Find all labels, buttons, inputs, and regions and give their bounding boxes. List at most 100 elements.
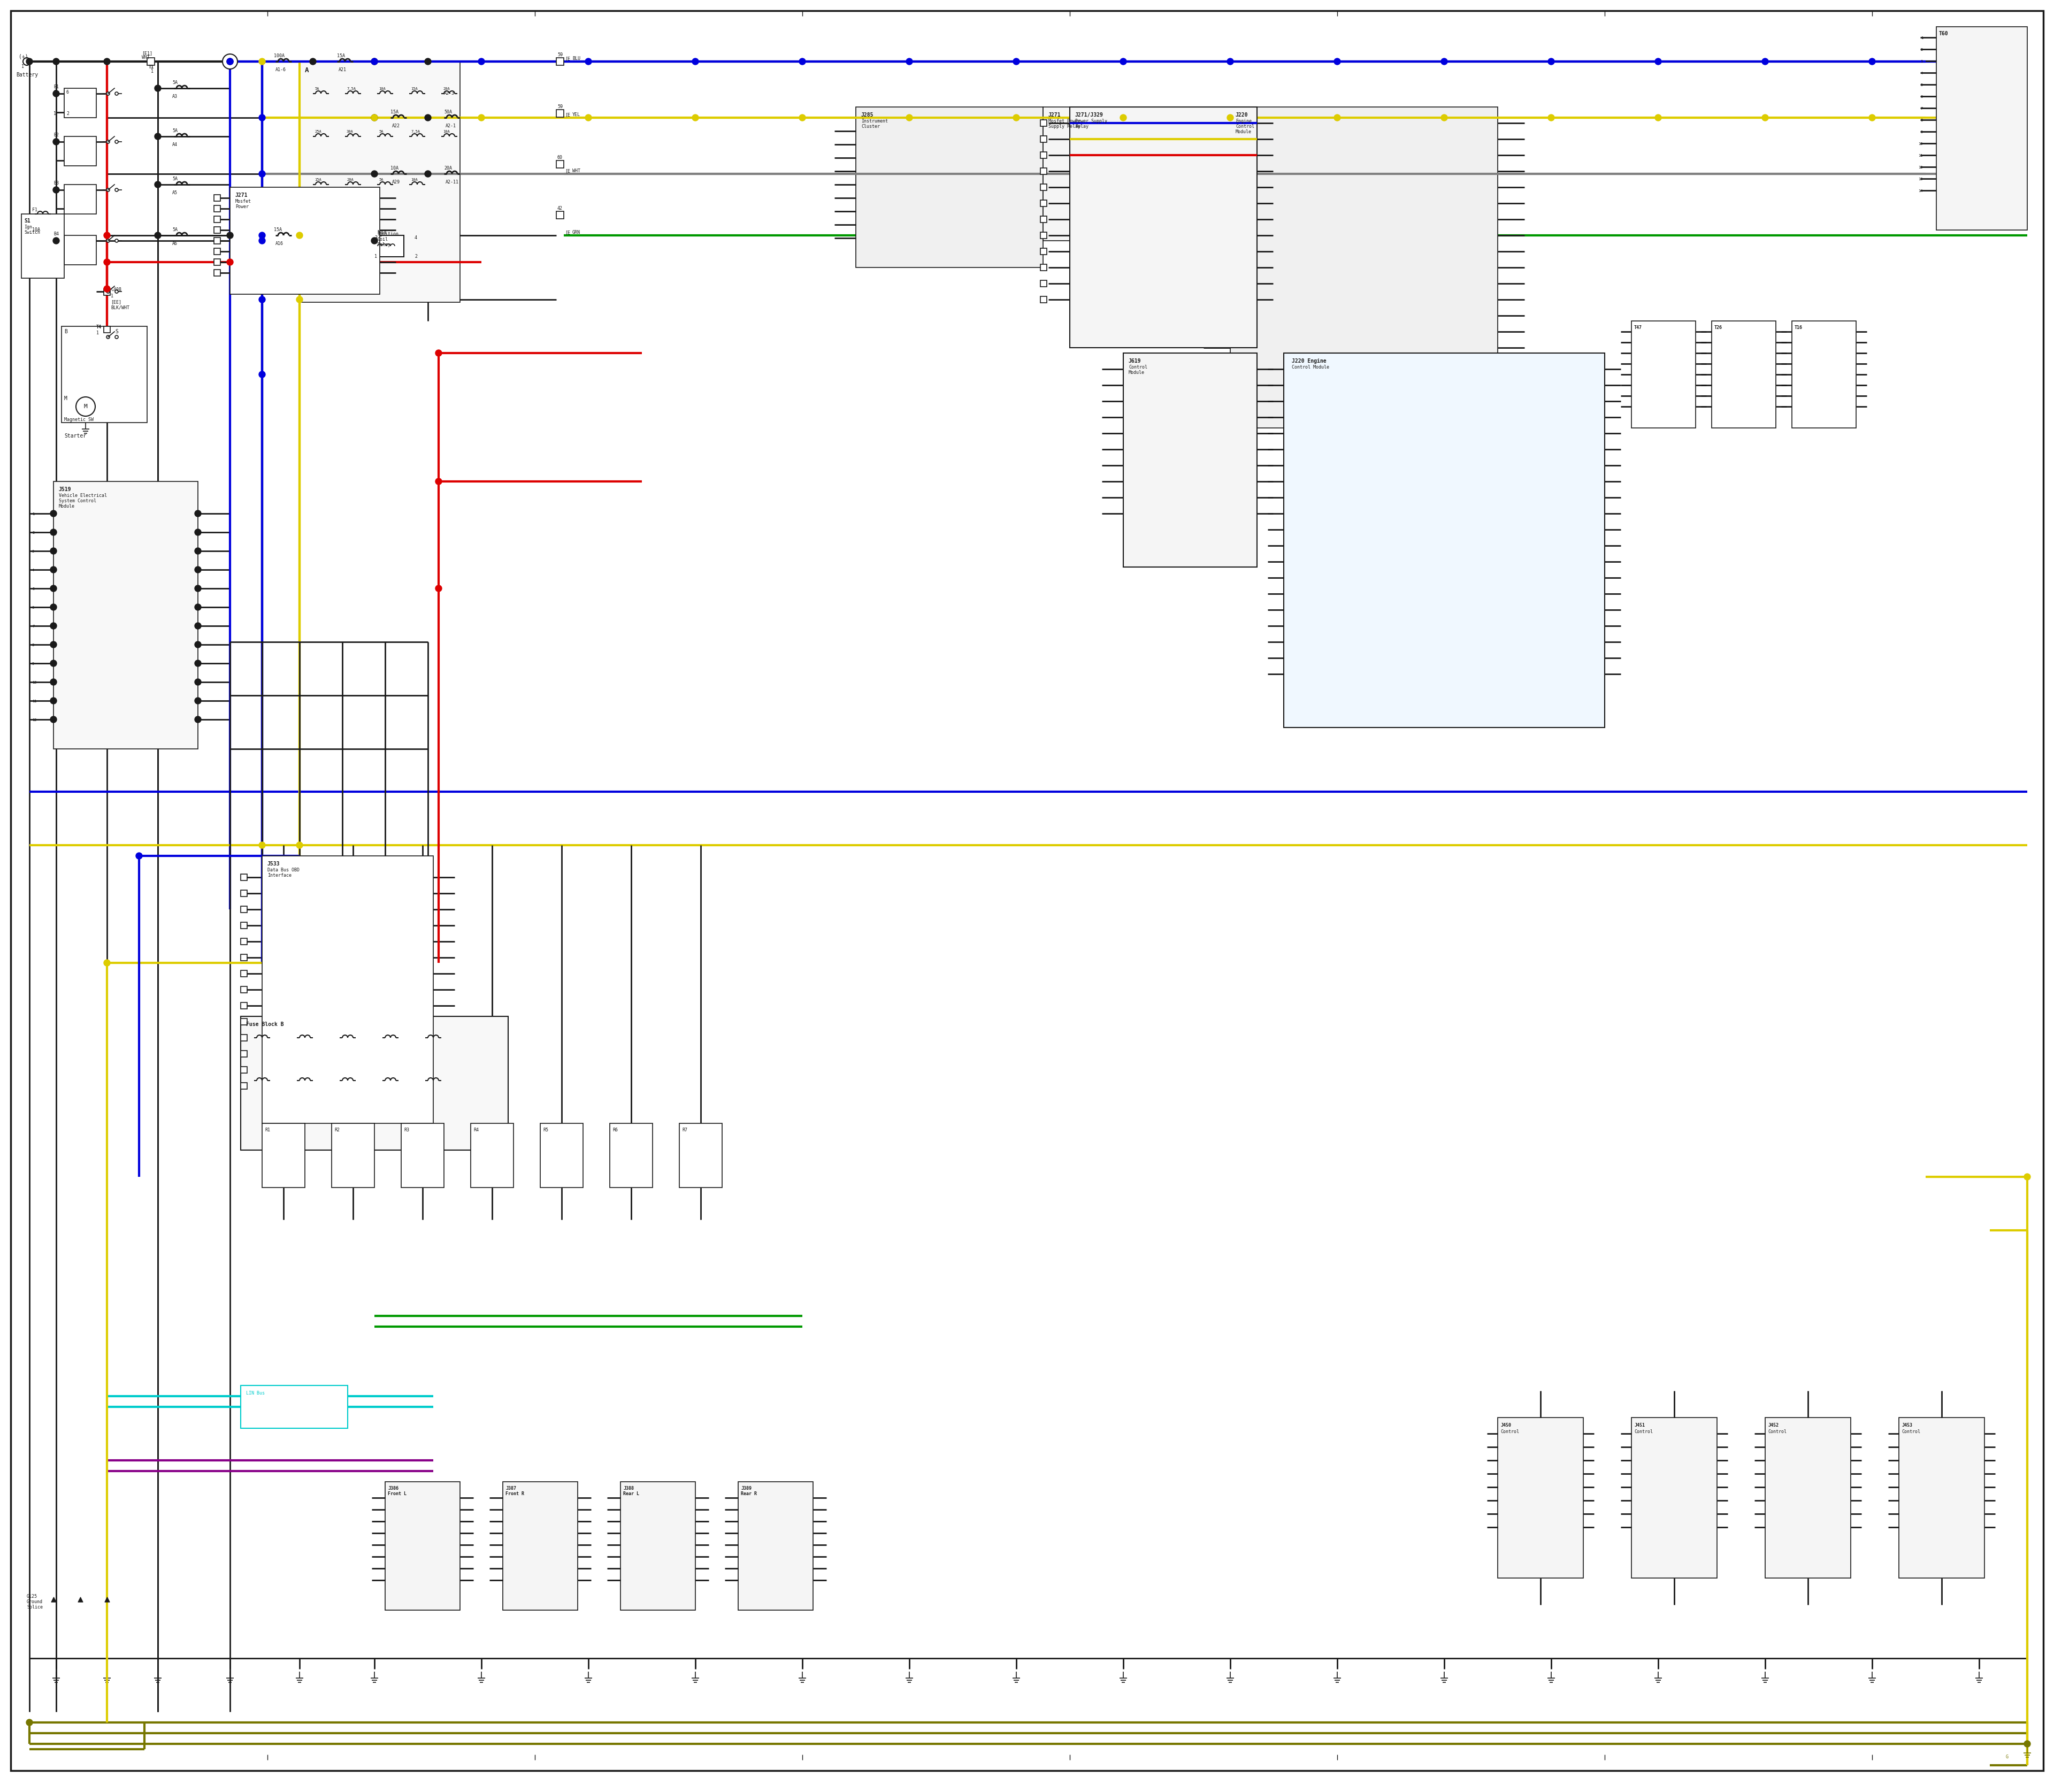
Bar (105, 289, 111, 296)
Text: R5: R5 (542, 1127, 548, 1133)
Bar (1711, 321, 1777, 428)
Circle shape (259, 115, 265, 120)
Text: 15A: 15A (337, 54, 345, 59)
Bar (1041, 296, 1048, 303)
Text: 14: 14 (1918, 190, 1923, 192)
Text: J387
Front R: J387 Front R (505, 1486, 524, 1496)
Point (64, 1586, 97, 1615)
Bar (240, 1050, 246, 1057)
Circle shape (372, 115, 378, 120)
Text: 2: 2 (1920, 48, 1923, 52)
Circle shape (1656, 59, 1662, 65)
Text: Starter: Starter (64, 434, 86, 439)
Text: Control: Control (1499, 1430, 1520, 1434)
Text: 5A: 5A (378, 177, 384, 181)
Circle shape (107, 238, 109, 242)
Text: 59: 59 (557, 104, 563, 109)
Text: F1: F1 (33, 208, 37, 213)
Circle shape (1013, 59, 1019, 65)
Bar (214, 228, 220, 233)
Text: Engine: Engine (1237, 118, 1251, 124)
Circle shape (1226, 59, 1234, 65)
Text: 5A: 5A (173, 129, 177, 133)
Text: Cluster: Cluster (861, 124, 879, 129)
Bar (540, 1124, 583, 1188)
Point (90, 1586, 123, 1615)
Text: 6: 6 (1920, 95, 1923, 99)
Text: 2: 2 (66, 111, 70, 116)
Text: 15A: 15A (411, 88, 417, 90)
Bar (214, 258, 220, 265)
Bar (386, 1482, 460, 1611)
Bar (240, 955, 246, 961)
Circle shape (195, 717, 201, 722)
Text: [E: [E (565, 229, 571, 235)
Circle shape (799, 59, 805, 65)
Text: 12: 12 (33, 719, 37, 722)
Text: 3: 3 (33, 550, 35, 554)
Bar (1041, 249, 1048, 254)
Circle shape (799, 115, 805, 120)
Text: 6: 6 (66, 90, 70, 95)
Text: 1: 1 (21, 65, 25, 70)
Text: J519: J519 (60, 487, 72, 493)
Text: 50A: 50A (444, 109, 452, 115)
Circle shape (107, 91, 109, 95)
Circle shape (49, 717, 58, 722)
Bar (1041, 233, 1048, 238)
Text: 6: 6 (33, 606, 35, 609)
Circle shape (585, 115, 592, 120)
Bar (263, 857, 433, 1124)
Circle shape (226, 59, 234, 65)
Circle shape (585, 59, 592, 65)
Circle shape (76, 396, 94, 416)
Circle shape (372, 59, 378, 65)
Text: 3: 3 (374, 235, 378, 240)
Circle shape (259, 238, 265, 244)
Circle shape (372, 170, 378, 177)
Text: 5A: 5A (314, 88, 318, 90)
Text: Control: Control (1128, 366, 1148, 369)
Bar (1043, 108, 1204, 240)
Text: 4: 4 (415, 235, 417, 240)
Text: 1: 1 (33, 513, 35, 516)
Text: 2: 2 (33, 530, 35, 534)
Text: M: M (84, 403, 88, 409)
Bar (680, 1124, 723, 1188)
Text: Vehicle Electrical: Vehicle Electrical (60, 493, 107, 498)
Bar (557, 109, 563, 116)
Text: 10A: 10A (33, 228, 41, 233)
Bar (557, 57, 563, 65)
Text: J619: J619 (1128, 358, 1142, 364)
Text: 10A: 10A (411, 177, 417, 181)
Text: A: A (304, 66, 308, 73)
Circle shape (195, 529, 201, 536)
Text: Coil: Coil (378, 237, 388, 242)
Circle shape (195, 548, 201, 554)
Circle shape (53, 59, 60, 65)
Text: T16: T16 (1795, 324, 1803, 330)
Text: GRN: GRN (573, 229, 581, 235)
Bar (53, 482, 197, 749)
Text: Control: Control (1635, 1430, 1653, 1434)
Text: 1: 1 (1920, 36, 1923, 39)
Bar (64, 88, 97, 118)
Text: 5: 5 (33, 588, 35, 591)
Circle shape (1226, 115, 1234, 120)
Circle shape (1333, 115, 1341, 120)
Circle shape (435, 586, 442, 591)
Text: R4: R4 (472, 1127, 479, 1133)
Circle shape (49, 586, 58, 591)
Text: J271: J271 (1048, 113, 1062, 118)
Circle shape (228, 59, 232, 65)
Bar (1764, 1417, 1851, 1579)
Bar (148, 57, 154, 65)
Circle shape (425, 115, 431, 120)
Bar (240, 969, 246, 977)
Circle shape (479, 59, 485, 65)
Text: B1: B1 (53, 84, 60, 90)
Text: 1: 1 (111, 294, 113, 299)
Circle shape (195, 566, 201, 573)
Text: 20A: 20A (444, 167, 452, 170)
Circle shape (53, 90, 60, 97)
